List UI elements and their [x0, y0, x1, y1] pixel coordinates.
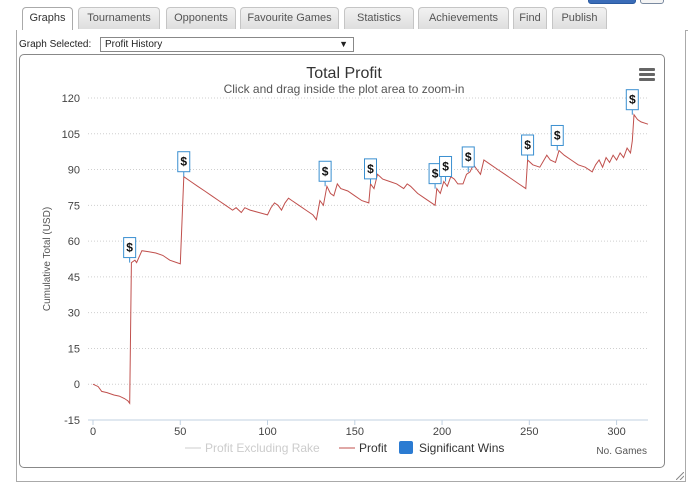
dropdown-arrow-icon: ▼ — [339, 39, 348, 49]
tab-statistics[interactable]: Statistics — [344, 7, 414, 29]
tab-favourite-games[interactable]: Favourite Games — [240, 7, 339, 29]
tab-achievements[interactable]: Achievements — [418, 7, 509, 29]
chart-menu-icon[interactable] — [639, 68, 655, 81]
tab-publish[interactable]: Publish — [552, 7, 607, 29]
graph-select[interactable]: Profit History ▼ — [100, 37, 354, 52]
chart-container — [19, 54, 665, 468]
resize-handle-icon[interactable] — [676, 472, 684, 480]
tab-bar: Graphs Tournaments Opponents Favourite G… — [16, 6, 688, 31]
graph-select-value: Profit History — [105, 39, 163, 50]
tab-find[interactable]: Find — [513, 7, 547, 29]
tab-tournaments[interactable]: Tournaments — [78, 7, 160, 29]
top-action-button[interactable] — [588, 0, 636, 4]
top-secondary-button[interactable] — [640, 0, 664, 4]
graph-selected-label: Graph Selected: — [19, 39, 92, 50]
tab-graphs[interactable]: Graphs — [22, 7, 73, 31]
tab-opponents[interactable]: Opponents — [166, 7, 236, 29]
